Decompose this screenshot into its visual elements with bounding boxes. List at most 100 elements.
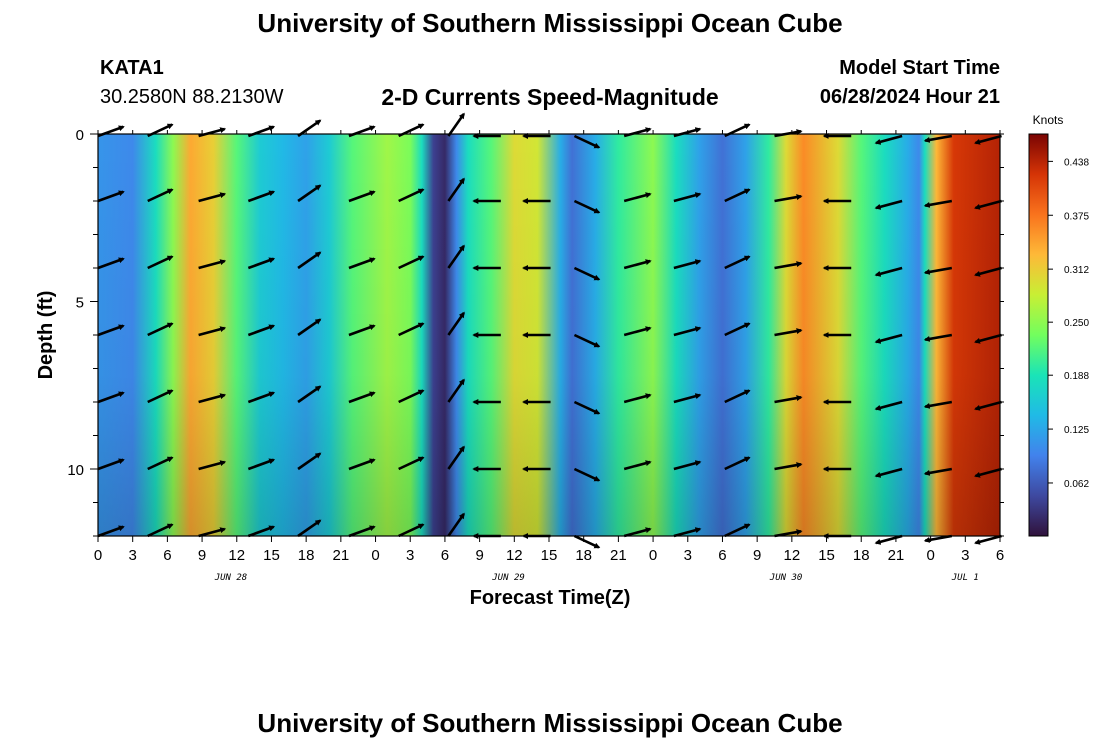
current-vector <box>923 400 953 409</box>
y-axis-title: Depth (ft) <box>35 291 57 380</box>
current-vector <box>447 512 465 537</box>
current-vector <box>774 194 803 203</box>
x-tick-label: 3 <box>684 547 692 564</box>
current-vector <box>623 393 652 404</box>
current-vector <box>97 190 125 203</box>
current-vector <box>297 184 322 203</box>
current-vector <box>398 523 425 538</box>
current-vector <box>974 534 1002 545</box>
current-vector <box>974 333 1002 344</box>
current-vector <box>348 324 376 337</box>
x-tick-label: 3 <box>406 547 414 564</box>
colorbar-tick-label: 0.188 <box>1064 371 1089 382</box>
x-tick-label: 18 <box>853 547 870 564</box>
x-tick-label: 0 <box>926 547 934 564</box>
current-vector <box>447 378 465 403</box>
page-title: University of Southern Mississippi Ocean… <box>257 8 843 38</box>
current-vector <box>874 134 903 145</box>
current-vector <box>447 244 465 269</box>
current-vector <box>923 134 953 143</box>
current-vector <box>348 391 376 404</box>
x-tick-label: 15 <box>541 547 558 564</box>
x-tick-label: 9 <box>198 547 206 564</box>
current-vector <box>673 393 702 404</box>
x-tick-label: 15 <box>263 547 280 564</box>
colorbar-tick-label: 0.438 <box>1064 157 1089 168</box>
current-vector <box>297 251 322 270</box>
x-tick-label: 18 <box>298 547 315 564</box>
current-vector <box>724 389 751 404</box>
current-vector <box>623 527 652 538</box>
current-vector <box>348 525 376 538</box>
current-vector <box>673 259 702 270</box>
current-vector <box>348 257 376 270</box>
current-vector <box>974 400 1002 411</box>
current-vector <box>623 460 652 471</box>
current-vector <box>974 199 1002 210</box>
current-vector <box>147 188 174 203</box>
current-vector <box>247 324 276 337</box>
x-tick-label: 3 <box>129 547 137 564</box>
current-vector <box>774 529 803 538</box>
y-tick-label: 10 <box>67 462 84 479</box>
current-vector <box>348 190 376 203</box>
colorbar-tick-label: 0.062 <box>1064 479 1089 490</box>
model-start-time: 06/28/2024 Hour 21 <box>819 86 1000 108</box>
current-vector <box>573 467 601 482</box>
x-tick-label: 6 <box>718 547 726 564</box>
current-vector <box>573 134 601 149</box>
x-tick-label: 9 <box>753 547 761 564</box>
current-vector <box>247 458 276 471</box>
current-vector <box>198 192 227 203</box>
x-tick-label: 0 <box>94 547 102 564</box>
colorbar-tick-label: 0.312 <box>1064 265 1089 276</box>
current-vector <box>198 460 227 471</box>
x-tick-label: 6 <box>996 547 1004 564</box>
current-vector <box>724 255 751 270</box>
current-vector <box>874 400 903 411</box>
x-tick-label: 21 <box>333 547 350 564</box>
current-vector <box>623 326 652 337</box>
current-vector <box>348 458 376 471</box>
current-vector <box>97 458 125 471</box>
y-tick-label: 5 <box>76 295 84 312</box>
colorbar <box>1028 133 1049 537</box>
current-vector <box>874 534 903 545</box>
chart-title: 2-D Currents Speed-Magnitude <box>381 84 719 110</box>
current-vector <box>398 255 425 270</box>
current-vector <box>874 266 903 277</box>
x-tick-label: 15 <box>818 547 835 564</box>
colorbar-unit-label: Knots <box>1033 113 1064 127</box>
current-vector <box>923 266 953 275</box>
current-vector <box>923 333 953 342</box>
x-tick-label: 6 <box>441 547 449 564</box>
current-vector <box>147 456 174 471</box>
current-vector <box>673 460 702 471</box>
y-tick-label: 0 <box>76 127 84 144</box>
x-tick-label: 12 <box>506 547 523 564</box>
current-vector <box>247 257 276 270</box>
current-vector <box>573 534 601 549</box>
date-label: JUL 1 <box>951 573 979 583</box>
current-vector <box>147 389 174 404</box>
colorbar-tick-label: 0.250 <box>1064 318 1089 329</box>
current-vector <box>724 322 751 337</box>
current-vector <box>398 389 425 404</box>
x-tick-label: 0 <box>649 547 657 564</box>
x-tick-label: 3 <box>961 547 969 564</box>
current-vector <box>447 311 465 336</box>
current-vector <box>673 527 702 538</box>
current-vector <box>673 192 702 203</box>
footer-title: University of Southern Mississippi Ocean… <box>257 708 843 738</box>
current-vector <box>198 259 227 270</box>
current-vector <box>774 261 803 270</box>
current-vector <box>247 190 276 203</box>
speed-heatmap-chart: 0 3 6 9 12 15 18 21 0 3 6 9 12 15 18 21 0 3 6 9 12 15 18 21 0 3 6 J… <box>35 112 1089 609</box>
x-tick-label: 6 <box>163 547 171 564</box>
current-vector <box>774 328 803 337</box>
current-vector <box>673 326 702 337</box>
model-start-label: Model Start Time <box>839 57 1000 79</box>
current-vector <box>297 519 322 538</box>
current-vector <box>573 199 601 214</box>
current-vector <box>198 326 227 337</box>
